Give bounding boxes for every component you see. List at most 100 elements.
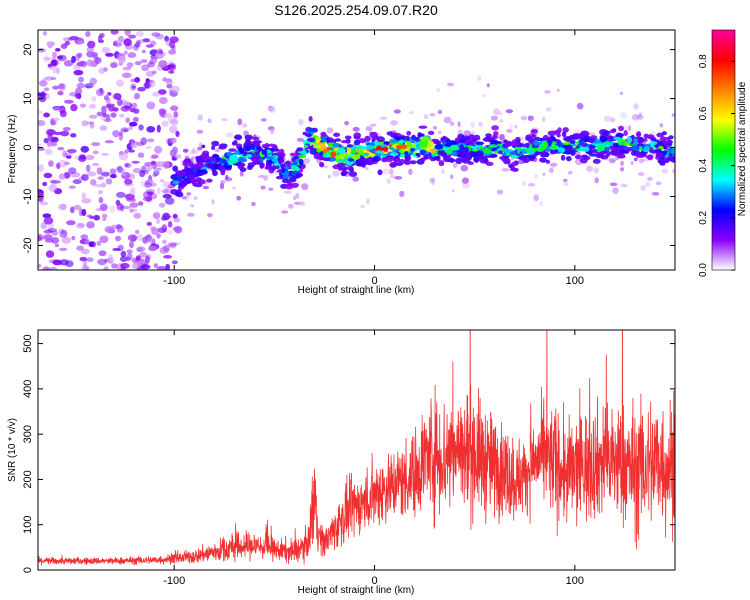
spectrogram-cell <box>84 238 90 245</box>
spectrogram-cell <box>126 252 133 261</box>
spectrogram-cell <box>289 152 299 157</box>
spectrogram-cell <box>89 103 96 109</box>
spectrogram-cell <box>130 83 137 91</box>
spectrogram-cell <box>461 135 471 140</box>
spectrogram-y-tick-label: -20 <box>22 238 34 254</box>
spectrogram-cell <box>101 105 107 114</box>
spectrogram-cell <box>104 225 115 234</box>
spectrogram-cell <box>69 36 79 41</box>
spectrogram-cell <box>57 147 65 151</box>
spectrogram-cell <box>68 167 77 175</box>
spectrogram-cell <box>581 154 588 158</box>
spectrogram-cell <box>66 220 76 226</box>
spectrogram-cell <box>158 108 167 115</box>
spectrogram-cell <box>124 149 129 154</box>
spectrogram-cell <box>92 150 99 155</box>
spectrogram-cell <box>649 147 654 153</box>
spectrogram-cell <box>333 132 341 137</box>
spectrogram-cell <box>406 141 412 148</box>
spectrogram-cell <box>134 229 140 235</box>
spectrogram-cell <box>142 236 149 244</box>
spectrogram-cell <box>437 130 442 135</box>
spectrogram-cell <box>133 212 142 219</box>
spectrogram-cell <box>80 145 90 153</box>
spectrogram-cell <box>104 140 114 144</box>
spectrogram-cell <box>237 164 244 170</box>
spectrogram-cell <box>659 123 664 128</box>
spectrogram-cell <box>394 158 400 163</box>
spectrogram-cell <box>124 163 129 168</box>
spectrogram-cell <box>51 59 58 66</box>
spectrogram-cell <box>138 258 147 264</box>
spectrogram-cell <box>151 227 159 235</box>
spectrogram-cell <box>196 129 204 134</box>
spectrogram-cell <box>556 132 561 138</box>
spectrogram-cell <box>112 93 121 100</box>
spectrogram-cell <box>365 126 373 132</box>
spectrogram-cell <box>170 85 180 93</box>
spectrogram-cell <box>105 178 113 185</box>
spectrogram-cell <box>103 95 109 101</box>
spectrogram-cell <box>638 158 644 164</box>
spectrogram-cell <box>131 160 140 164</box>
spectrogram-cell <box>140 137 147 146</box>
spectrogram-cell <box>168 70 175 74</box>
snr-axes: -100 0 100 0 100 200 300 400 500 <box>22 329 676 587</box>
spectrogram-cell <box>291 182 299 188</box>
spectrogram-cell <box>156 218 161 224</box>
spectrogram-cell <box>81 192 87 199</box>
spectrogram-cell <box>86 214 93 218</box>
spectrogram-cell <box>81 248 90 255</box>
spectrogram-cell <box>225 174 229 180</box>
spectrogram-cell <box>136 246 146 252</box>
spectrogram-cell <box>158 96 168 105</box>
spectrogram-cell <box>120 267 126 270</box>
spectrogram-cell <box>140 180 149 188</box>
spectrogram-cell <box>346 150 351 156</box>
spectrogram-cell <box>399 190 405 198</box>
spectrogram-cell <box>43 112 50 118</box>
spectrogram-cell <box>118 153 129 161</box>
spectrogram-cell <box>101 46 110 54</box>
spectrogram-cell <box>394 176 403 180</box>
spectrogram-cell <box>126 249 133 254</box>
spectrogram-cell <box>481 94 486 97</box>
spectrogram-cell <box>153 263 158 268</box>
spectrogram-cell <box>644 145 650 152</box>
spectrogram-cell <box>156 266 167 270</box>
spectrogram-cell <box>123 38 132 47</box>
spectrogram-cell <box>449 144 459 151</box>
spectrogram-cell <box>88 241 95 248</box>
spectrogram-cell <box>570 150 576 156</box>
colorbar: 0.0 0.2 0.4 0.6 0.8 Normalized spectral ampl… <box>698 29 748 277</box>
spectrogram-cell <box>72 179 82 185</box>
spectrogram-cell <box>38 164 44 172</box>
spectrogram-cell <box>432 125 438 130</box>
spectrogram-cell <box>42 31 48 36</box>
spectrogram-cell <box>665 140 673 144</box>
spectrogram-cell <box>475 150 484 156</box>
spectrogram-cell <box>415 136 420 141</box>
spectrogram-cell <box>172 242 181 246</box>
spectrogram-cell <box>110 62 118 69</box>
spectrogram-cell <box>460 165 469 172</box>
spectrogram-cell <box>470 121 476 128</box>
spectrogram-cell <box>533 152 539 157</box>
spectrogram-cell <box>327 156 337 162</box>
spectrogram-cell <box>450 174 454 179</box>
spectrogram-cell <box>656 132 664 138</box>
spectrogram-cell <box>71 235 76 241</box>
spectrogram-cell <box>418 139 428 147</box>
spectrogram-cell <box>76 245 84 251</box>
spectrogram-cell <box>116 224 124 233</box>
spectrogram-cell <box>97 190 104 195</box>
spectrogram-cell <box>273 162 280 167</box>
spectrogram-cell <box>167 221 173 228</box>
spectrogram-cell <box>307 127 316 133</box>
spectrogram-cell <box>156 167 162 171</box>
spectrogram-cell <box>57 204 66 211</box>
spectrogram-cell <box>649 141 658 146</box>
spectrogram-cell <box>70 171 81 178</box>
spectrogram-cell <box>119 256 128 262</box>
spectrogram-cell <box>145 70 155 77</box>
